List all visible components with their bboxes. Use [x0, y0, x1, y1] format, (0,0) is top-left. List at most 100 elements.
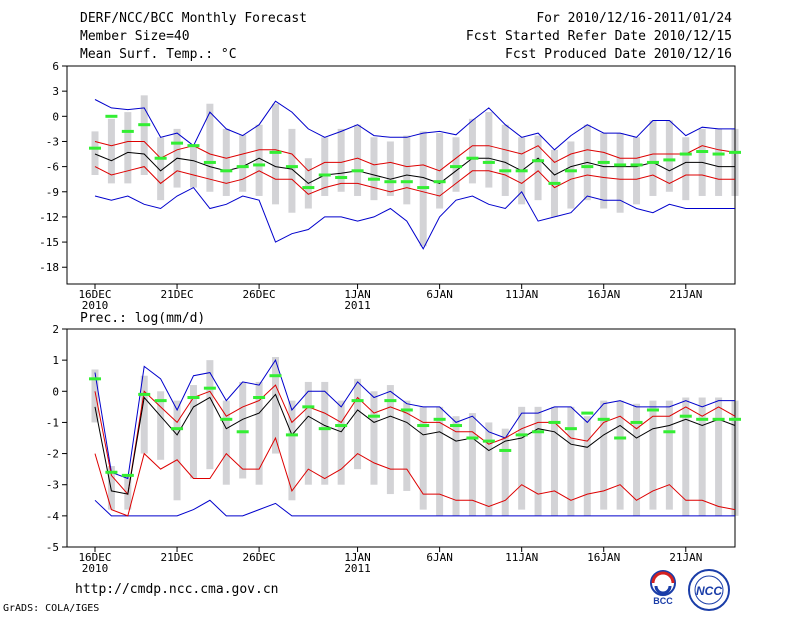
observed-marker: [614, 163, 627, 167]
chart-title: DERF/NCC/BCC Monthly Forecast: [80, 11, 307, 26]
observed-marker: [351, 169, 364, 173]
observed-marker: [89, 377, 101, 381]
observed-marker: [417, 186, 430, 190]
ensemble-box: [698, 397, 706, 516]
x-tick-label: 11JAN: [505, 288, 538, 301]
lower-quartile-line: [94, 436, 736, 517]
forecast-started-date: Fcst Started Refer Date 2010/12/15: [465, 29, 732, 44]
ncc-logo: NCC: [688, 569, 730, 611]
ensemble-box: [682, 137, 690, 201]
upper-quartile-line: [94, 141, 736, 172]
observed-marker: [696, 150, 709, 154]
observed-marker: [367, 177, 380, 181]
grads-credit: GrADS: COLA/IGES: [3, 603, 100, 614]
ensemble-box: [91, 369, 99, 423]
y-tick-label: -4: [46, 510, 60, 523]
y-tick-label: -3: [46, 479, 59, 492]
ensemble-box: [222, 128, 230, 196]
ensemble-box: [567, 141, 575, 209]
ensemble-box: [649, 120, 657, 196]
ensemble-box: [550, 406, 558, 516]
ensemble-box: [403, 400, 411, 491]
ensemble-box: [534, 406, 542, 516]
ensemble-box: [715, 397, 723, 516]
x-tick-label: 16DEC: [78, 551, 111, 564]
x-tick-label: 26DEC: [243, 551, 276, 564]
ensemble-box: [239, 381, 247, 479]
observed-marker: [630, 420, 643, 424]
x-tick-label: 16JAN: [587, 551, 620, 564]
ensemble-box: [206, 360, 214, 470]
x-tick-label: 21JAN: [669, 551, 702, 564]
lower-quartile-line: [94, 166, 735, 197]
observed-marker: [630, 163, 643, 167]
observed-marker: [384, 180, 397, 184]
ensemble-box: [468, 118, 476, 184]
plot-frame: [66, 65, 736, 285]
ensemble-box: [321, 381, 329, 485]
x-tick-year: 2010: [82, 562, 109, 575]
bcc-logo: BCC: [650, 570, 676, 606]
observed-marker: [253, 396, 266, 400]
observed-marker: [712, 152, 725, 156]
x-tick-label: 6JAN: [426, 288, 453, 301]
x-tick-year: 2011: [344, 562, 371, 575]
observed-marker: [187, 396, 200, 400]
y-tick-label: -18: [39, 261, 59, 274]
observed-marker: [220, 417, 233, 421]
observed-marker: [499, 448, 512, 452]
plot-frame: [66, 328, 736, 548]
ensemble-box: [386, 141, 394, 196]
observed-marker: [433, 180, 446, 184]
observed-marker: [532, 430, 545, 434]
observed-marker: [171, 427, 184, 431]
ensemble-box: [337, 400, 345, 485]
y-tick-label: 3: [52, 85, 59, 98]
observed-marker: [712, 417, 725, 421]
ensemble-box: [583, 416, 591, 516]
observed-marker: [302, 405, 315, 409]
ensemble-box: [140, 375, 148, 454]
observed-marker: [581, 165, 594, 169]
min-line: [94, 499, 735, 517]
observed-marker: [89, 146, 101, 150]
forecast-period: For 2010/12/16-2011/01/24: [536, 11, 732, 26]
observed-marker: [729, 417, 741, 421]
observed-marker: [450, 424, 463, 428]
observed-marker: [696, 417, 709, 421]
ensemble-box: [157, 137, 165, 201]
ensemble-box: [272, 357, 280, 454]
observed-marker: [121, 129, 134, 133]
observed-marker: [220, 169, 233, 173]
x-tick-year: 2011: [344, 299, 371, 312]
ensemble-box: [682, 397, 690, 516]
observed-marker: [548, 420, 561, 424]
observed-marker: [515, 433, 528, 437]
median-line: [94, 393, 736, 495]
observed-marker: [614, 436, 627, 440]
observed-marker: [269, 150, 282, 154]
ensemble-box: [321, 137, 329, 196]
y-tick-label: 0: [52, 110, 59, 123]
ensemble-box: [140, 95, 148, 175]
ensemble-box: [485, 112, 493, 188]
ensemble-box: [206, 103, 214, 192]
observed-marker: [564, 427, 577, 431]
ensemble-box: [189, 145, 197, 188]
observed-marker: [121, 473, 134, 477]
ensemble-box: [633, 137, 641, 205]
observed-marker: [187, 144, 200, 148]
observed-marker: [318, 427, 331, 431]
observed-marker: [400, 408, 413, 412]
observed-marker: [663, 430, 676, 434]
ensemble-box: [337, 128, 345, 192]
ensemble-box: [715, 128, 723, 196]
observed-marker: [384, 399, 397, 403]
observed-marker: [532, 159, 545, 163]
source-url[interactable]: http://cmdp.ncc.cma.gov.cn: [75, 582, 279, 597]
observed-marker: [663, 158, 676, 162]
ensemble-box: [107, 466, 115, 510]
